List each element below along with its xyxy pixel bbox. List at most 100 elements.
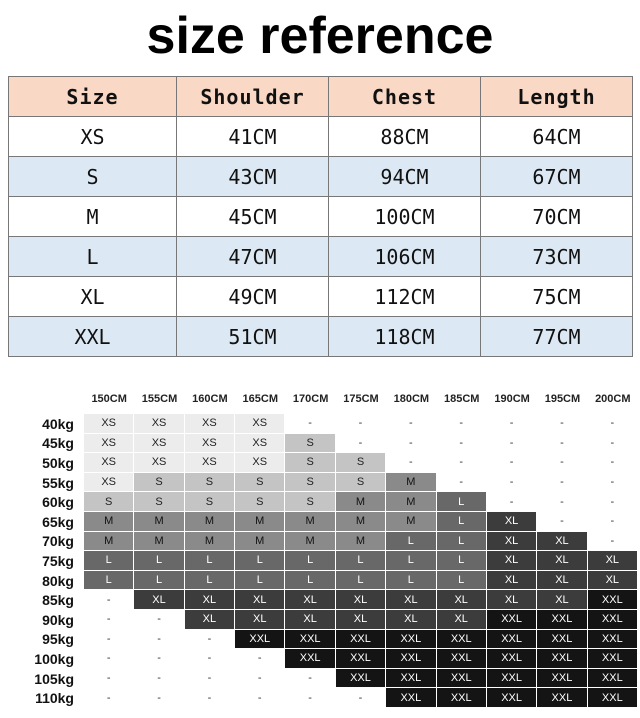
title: size reference: [146, 7, 494, 65]
size-cell: XS: [184, 453, 236, 473]
size-cell: M: [235, 512, 286, 532]
weight-label: 85kg: [42, 592, 74, 609]
size-cell: XXL: [386, 668, 437, 689]
header-cell: Shoulder: [176, 76, 329, 117]
size-cell: L: [386, 551, 437, 571]
size-cell: XL: [134, 590, 185, 610]
size-cell: XL: [486, 551, 538, 571]
size-cell: -: [436, 453, 487, 473]
size-cell: -: [184, 629, 236, 650]
size-cell: XL: [587, 551, 638, 571]
size-cell: XXL: [335, 668, 387, 689]
size-cell: L: [386, 531, 437, 552]
size-cell: XXL: [587, 688, 638, 708]
size-cell: -: [386, 453, 437, 473]
size-cell: -: [537, 512, 588, 532]
size-cell: XXL: [587, 610, 638, 630]
table-cell: 41CM: [176, 116, 329, 157]
size-cell: XXL: [436, 629, 487, 650]
size-cell: XXL: [486, 649, 538, 669]
size-cell: XL: [335, 590, 387, 610]
table-cell: 70CM: [480, 196, 633, 237]
weight-label: 105kg: [34, 670, 74, 687]
size-cell: XS: [184, 414, 236, 434]
size-cell: -: [486, 492, 538, 512]
size-cell: XS: [84, 453, 135, 473]
size-cell: L: [134, 551, 185, 571]
size-cell: L: [184, 570, 236, 591]
table-cell: 64CM: [480, 116, 633, 157]
size-cell: -: [486, 472, 538, 493]
size-cell: M: [285, 512, 336, 532]
size-cell: XXL: [537, 688, 588, 708]
table-cell: 73CM: [480, 236, 633, 277]
table-cell: 51CM: [176, 316, 329, 357]
size-cell: XL: [285, 590, 336, 610]
size-cell: S: [184, 472, 236, 493]
size-cell: XXL: [285, 649, 336, 669]
size-cell: -: [386, 433, 437, 454]
size-cell: XL: [537, 590, 588, 610]
size-cell: -: [486, 414, 538, 434]
height-label: 165CM: [242, 393, 278, 405]
size-cell: -: [436, 414, 487, 434]
size-cell: XXL: [486, 629, 538, 650]
size-cell: -: [587, 433, 638, 454]
table-cell: 77CM: [480, 316, 633, 357]
size-cell: M: [134, 531, 185, 552]
size-cell: -: [587, 453, 638, 473]
size-cell: XXL: [285, 629, 336, 650]
size-cell: -: [587, 531, 638, 552]
size-cell: M: [335, 492, 387, 512]
size-cell: M: [184, 512, 236, 532]
table-cell: XXL: [8, 316, 177, 357]
table-cell: 112CM: [328, 276, 481, 317]
size-cell: -: [134, 668, 185, 689]
size-cell: XXL: [587, 629, 638, 650]
size-cell: S: [335, 453, 387, 473]
table-cell: S: [8, 156, 177, 197]
size-cell: -: [386, 414, 437, 434]
height-label: 200CM: [595, 393, 631, 405]
size-cell: L: [285, 551, 336, 571]
table-cell: XS: [8, 116, 177, 157]
size-cell: L: [436, 531, 487, 552]
size-cell: L: [84, 551, 135, 571]
size-cell: -: [537, 492, 588, 512]
size-cell: -: [84, 629, 135, 650]
size-cell: -: [285, 668, 336, 689]
size-cell: XXL: [587, 668, 638, 689]
size-cell: S: [285, 492, 336, 512]
size-cell: S: [285, 433, 336, 454]
size-cell: -: [134, 610, 185, 630]
size-cell: XL: [486, 590, 538, 610]
size-cell: -: [84, 649, 135, 669]
height-label: 195CM: [544, 393, 581, 405]
height-label: 150CM: [91, 393, 127, 405]
table-cell: 100CM: [328, 196, 481, 237]
height-label: 175CM: [343, 393, 379, 405]
size-cell: -: [436, 472, 487, 493]
size-cell: XXL: [436, 668, 487, 689]
size-cell: XL: [285, 610, 336, 630]
weight-label: 45kg: [42, 435, 74, 452]
size-cell: S: [285, 453, 336, 473]
size-cell: M: [235, 531, 286, 552]
weight-label: 70kg: [42, 533, 74, 550]
size-cell: L: [235, 551, 286, 571]
size-cell: S: [184, 492, 236, 512]
size-cell: XL: [436, 610, 487, 630]
weight-label: 110kg: [35, 690, 74, 707]
size-chart: 150CM 155CM 160CM 165CM 170CM 175CM 180CM 185CM…: [0, 378, 640, 718]
size-cell: -: [537, 472, 588, 493]
header-cell: Chest: [328, 76, 481, 117]
size-cell: XL: [235, 610, 286, 630]
size-cell: XL: [436, 590, 487, 610]
size-cell: XL: [184, 590, 236, 610]
table-cell: 47CM: [176, 236, 329, 277]
size-cell: L: [335, 570, 387, 591]
size-cell: L: [436, 570, 487, 591]
size-cell: L: [285, 570, 336, 591]
size-cell: -: [84, 610, 135, 630]
weight-label: 65kg: [42, 513, 74, 530]
